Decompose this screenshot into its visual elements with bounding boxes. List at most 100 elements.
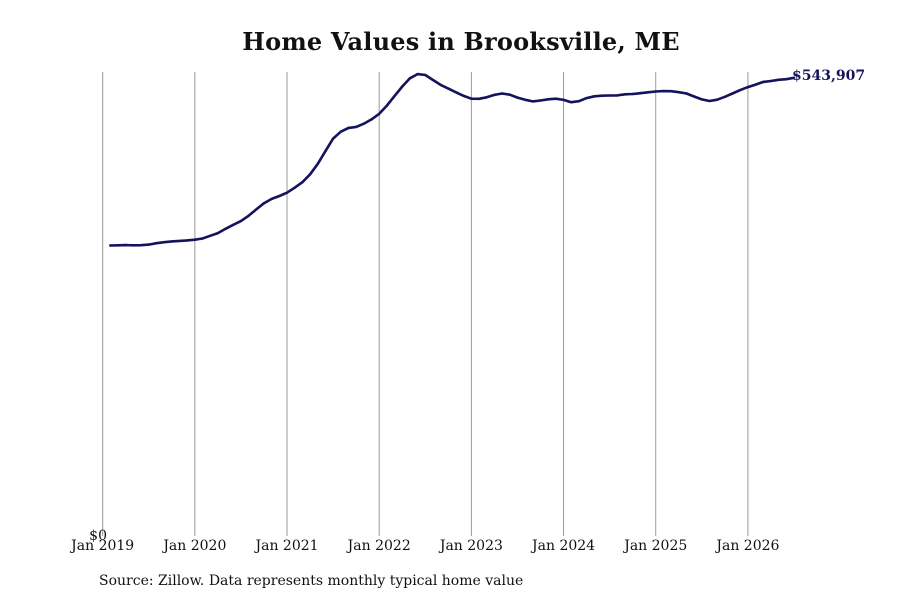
- data-point: [401, 85, 404, 88]
- data-point: [324, 150, 327, 153]
- data-point: [462, 94, 465, 98]
- data-point: [669, 90, 673, 93]
- data-point: [416, 72, 419, 76]
- data-point: [623, 93, 627, 96]
- data-point: [746, 85, 750, 89]
- data-point: [654, 90, 657, 93]
- data-point: [216, 231, 220, 235]
- data-point: [301, 181, 304, 184]
- data-point: [570, 101, 573, 104]
- data-point: [500, 92, 504, 95]
- data-point: [769, 79, 773, 83]
- x-tick-label: Jan 2023: [438, 538, 503, 554]
- data-point: [762, 80, 765, 84]
- data-point: [239, 219, 243, 223]
- data-point: [170, 240, 173, 243]
- data-point: [754, 83, 757, 86]
- data-point: [132, 244, 135, 247]
- data-point: [109, 244, 112, 247]
- data-point: [470, 97, 473, 100]
- x-tick-label: Jan 2024: [530, 538, 595, 554]
- data-point: [639, 92, 642, 95]
- end-value-label: $543,907: [792, 68, 865, 84]
- data-point: [554, 97, 558, 100]
- data-point: [485, 96, 488, 99]
- x-tick-label: Jan 2022: [346, 538, 411, 554]
- data-point: [562, 98, 565, 102]
- data-point: [116, 244, 120, 247]
- data-point: [355, 125, 358, 129]
- data-point: [547, 98, 550, 101]
- data-point: [139, 244, 143, 247]
- data-point: [700, 98, 703, 101]
- data-point: [362, 122, 365, 125]
- data-point: [308, 173, 312, 176]
- data-point: [785, 78, 788, 81]
- vertical-gridlines: [102, 72, 749, 536]
- data-point: [393, 94, 396, 98]
- x-tick-label: Jan 2026: [714, 538, 779, 554]
- x-tick-label: Jan 2019: [69, 538, 134, 554]
- data-point: [285, 191, 289, 194]
- data-point: [477, 97, 481, 101]
- data-point: [316, 162, 319, 165]
- data-point: [493, 93, 496, 97]
- data-point: [247, 214, 250, 217]
- data-point: [662, 89, 665, 93]
- data-point: [585, 96, 588, 100]
- data-point: [777, 78, 780, 82]
- data-point: [646, 91, 650, 94]
- x-tick-label: Jan 2025: [622, 538, 687, 554]
- y-tick-label-0: $0: [89, 528, 107, 544]
- data-point: [454, 91, 458, 94]
- data-point: [186, 239, 189, 242]
- x-tick-label: Jan 2021: [254, 538, 319, 554]
- data-point: [232, 223, 235, 226]
- data-point: [209, 234, 212, 237]
- data-point: [293, 186, 296, 189]
- data-point: [600, 94, 604, 97]
- data-point: [708, 99, 711, 103]
- data-point: [516, 96, 519, 99]
- data-point: [262, 202, 266, 205]
- data-point: [278, 194, 281, 198]
- data-point: [424, 73, 427, 77]
- source-note: Source: Zillow. Data represents monthly …: [99, 573, 524, 589]
- data-point: [608, 94, 611, 97]
- data-point: [723, 95, 727, 99]
- data-point: [739, 88, 742, 92]
- data-point: [447, 87, 450, 90]
- data-point: [792, 76, 796, 80]
- data-point: [339, 130, 342, 133]
- data-point: [378, 112, 381, 116]
- data-point: [370, 118, 373, 121]
- data-point: [577, 100, 581, 103]
- data-point: [193, 238, 197, 241]
- data-point: [385, 104, 389, 107]
- x-tick-label: Jan 2020: [161, 538, 226, 554]
- data-point: [539, 99, 542, 102]
- data-point: [439, 83, 442, 87]
- data-point: [347, 126, 350, 130]
- data-point: [716, 98, 719, 101]
- data-point: [692, 95, 696, 98]
- data-point: [224, 227, 227, 230]
- data-point: [508, 93, 511, 96]
- data-point: [685, 92, 688, 95]
- data-point: [616, 94, 619, 97]
- data-point: [731, 92, 734, 95]
- data-point: [531, 100, 534, 103]
- data-point: [124, 243, 127, 247]
- data-points: [109, 72, 796, 247]
- data-point: [270, 197, 273, 201]
- data-point: [147, 243, 150, 246]
- home-value-line: [109, 72, 796, 247]
- data-point: [178, 239, 181, 243]
- data-point: [155, 242, 158, 245]
- data-point: [593, 95, 596, 98]
- data-point: [201, 237, 204, 240]
- chart-title: Home Values in Brooksville, ME: [242, 27, 680, 56]
- x-axis-tick-labels: Jan 2019 Jan 2020 Jan 2021 Jan 2022 Jan 2023…: [69, 538, 779, 554]
- data-point: [331, 137, 335, 140]
